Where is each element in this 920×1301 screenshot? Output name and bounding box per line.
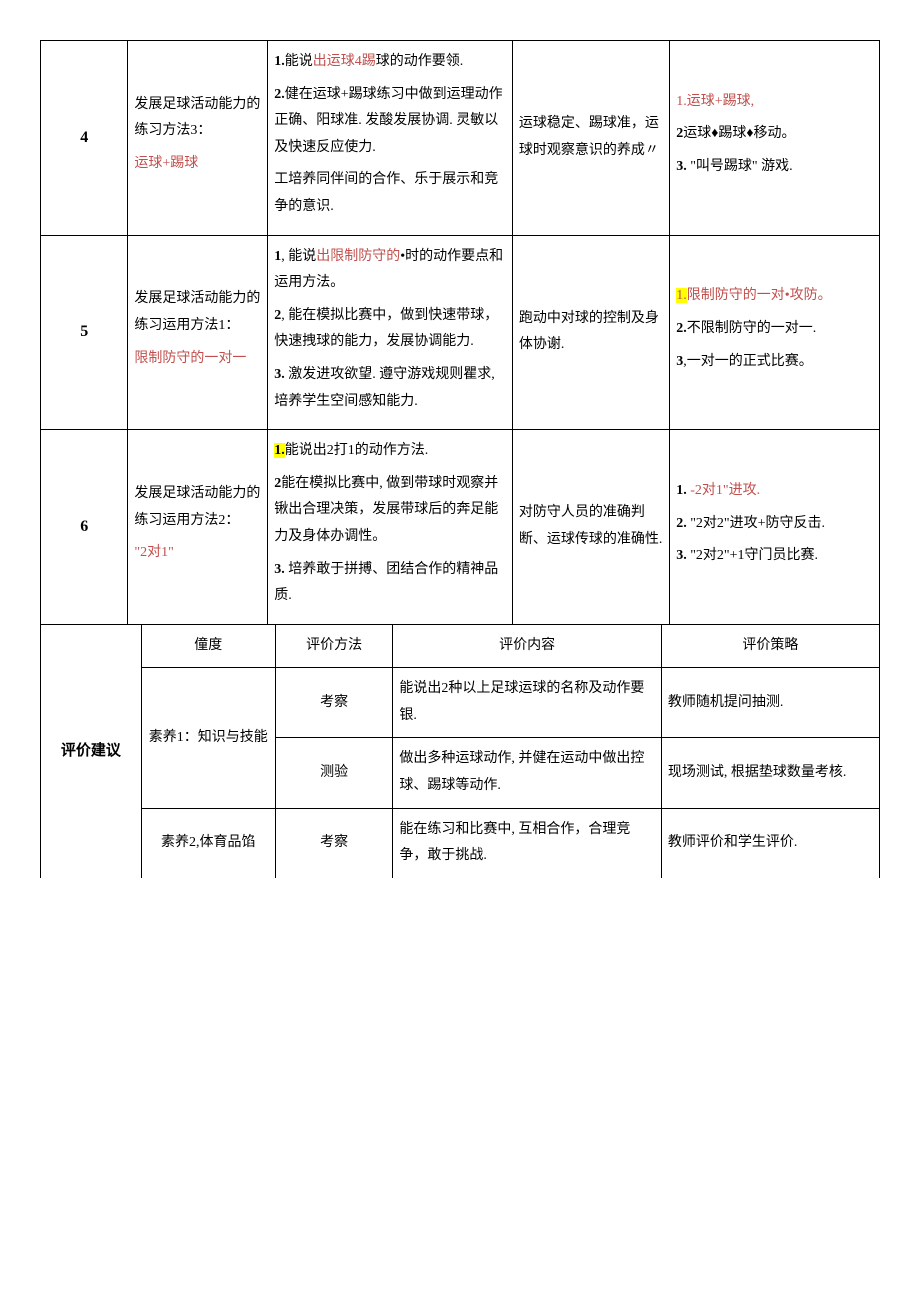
lesson-objectives: 1, 能说出限制防守的•时的动作要点和运用方法。 2, 能在模拟比赛中，做到快速…	[268, 235, 513, 430]
obj-text: , 能说	[281, 249, 316, 264]
eval-strategy: 教师评价和学生评价.	[661, 808, 879, 878]
topic-highlight: 限制防守的一对一	[134, 351, 246, 366]
eval-content: 能在练习和比赛中, 互相合作，合理竞争，敢于挑战.	[393, 808, 661, 878]
eval-hdr-method: 评价方法	[275, 625, 392, 668]
obj-text: 激发进攻欲望. 遵守游戏规则瞿求, 培养学生空间感知能力.	[274, 367, 495, 409]
method-num: 2.	[676, 321, 687, 336]
obj-highlight: 出限制防守的	[316, 249, 400, 264]
obj-highlight: 出运球4踢	[313, 54, 376, 69]
lesson-methods: 1.运球+踢球, 2运球♦踢球♦移动。 3. "叫号踢球" 游戏.	[670, 41, 880, 236]
obj-text: , 能在模拟比赛中，做到快速带球，快速拽球的能力，发展协调能力.	[274, 308, 498, 350]
lesson-objectives: 1.能说出运球4踢球的动作要领. 2.健在运球+踢球练习中做到运理动作正确、阳球…	[268, 41, 513, 236]
eval-header-row: 评价建议 僮度 评价方法 评价内容 评价策略	[41, 625, 880, 668]
lesson-number: 6	[41, 430, 128, 625]
table-row: 6 发展足球活动能力的练习运用方法2： "2对1" 1.能说出2打1的动作方法.…	[41, 430, 880, 625]
obj-num: 2.	[274, 87, 285, 102]
eval-strategy: 现场测试, 根据垫球数量考核.	[661, 738, 879, 808]
evaluation-table: 评价建议 僮度 评价方法 评价内容 评价策略 素养1：知识与技能 考察 能说出2…	[40, 625, 880, 878]
method-num: 1.	[676, 94, 687, 109]
method-text: 不限制防守的一对一.	[687, 321, 817, 336]
eval-hdr-dimension: 僮度	[141, 625, 275, 668]
obj-num: 3.	[274, 367, 285, 382]
obj-text: 能说	[285, 54, 313, 69]
eval-dimension: 素养1：知识与技能	[141, 668, 275, 808]
lesson-keypoint: 运球稳定、踢球准，运球时观察意识的养成〃	[512, 41, 669, 236]
obj-num: 1.	[274, 54, 285, 69]
method-highlight: -2对1"进攻.	[687, 483, 760, 498]
method-text: ,一对一的正式比赛。	[683, 354, 813, 369]
lesson-keypoint: 对防守人员的准确判断、运球传球的准确性.	[512, 430, 669, 625]
lesson-keypoint: 跑动中对球的控制及身体协谢.	[512, 235, 669, 430]
obj-num: 3.	[274, 562, 285, 577]
method-text: "2对2"进攻+防守反击.	[687, 516, 825, 531]
obj-text: 能说出2打1的动作方法.	[285, 443, 429, 458]
topic-highlight: 运球+踢球	[134, 156, 198, 171]
eval-content: 能说出2种以上足球运球的名称及动作要银.	[393, 668, 661, 738]
eval-row: 素养2,体育品馅 考察 能在练习和比赛中, 互相合作，合理竞争，敢于挑战. 教师…	[41, 808, 880, 878]
obj-text: 健在运球+踢球练习中做到运理动作正确、阳球准. 发酸发展协调. 灵敏以及快速反应…	[274, 87, 502, 155]
eval-dimension: 素养2,体育品馅	[141, 808, 275, 878]
eval-method: 考察	[275, 668, 392, 738]
obj-text: 培养敢于拼搏、团结合作的精神品质.	[274, 562, 498, 604]
method-text: 运球♦踢球♦移动。	[683, 126, 795, 141]
eval-method: 考察	[275, 808, 392, 878]
topic-text: 发展足球活动能力的练习运用方法1：	[134, 291, 260, 333]
lesson-objectives: 1.能说出2打1的动作方法. 2能在模拟比赛中, 做到带球时观察并锹出合理决策，…	[268, 430, 513, 625]
method-num: 1.	[676, 483, 687, 498]
lesson-topic: 发展足球活动能力的练习运用方法1： 限制防守的一对一	[128, 235, 268, 430]
topic-text: 发展足球活动能力的练习运用方法2：	[134, 486, 260, 528]
lesson-methods: 1. -2对1"进攻. 2. "2对2"进攻+防守反击. 3. "2对2"+1守…	[670, 430, 880, 625]
lesson-number: 5	[41, 235, 128, 430]
lesson-methods: 1.限制防守的一对•攻防。 2.不限制防守的一对一. 3,一对一的正式比赛。	[670, 235, 880, 430]
method-num: 3.	[676, 159, 687, 174]
eval-content: 做出多种运球动作, 并健在运动中做出控球、踢球等动作.	[393, 738, 661, 808]
method-text: "2对2"+1守门员比赛.	[687, 548, 818, 563]
obj-num: 1.	[274, 443, 285, 458]
method-num: 1.	[676, 288, 687, 303]
method-num: 2.	[676, 516, 687, 531]
eval-section-label: 评价建议	[41, 625, 142, 878]
eval-hdr-content: 评价内容	[393, 625, 661, 668]
table-row: 5 发展足球活动能力的练习运用方法1： 限制防守的一对一 1, 能说出限制防守的…	[41, 235, 880, 430]
topic-highlight: "2对1"	[134, 545, 173, 560]
eval-strategy: 教师随机提问抽测.	[661, 668, 879, 738]
eval-row: 素养1：知识与技能 考察 能说出2种以上足球运球的名称及动作要银. 教师随机提问…	[41, 668, 880, 738]
lesson-topic: 发展足球活动能力的练习方法3： 运球+踢球	[128, 41, 268, 236]
method-highlight: 限制防守的一对•攻防。	[687, 288, 832, 303]
topic-text: 发展足球活动能力的练习方法3：	[134, 97, 260, 139]
eval-method: 测验	[275, 738, 392, 808]
obj-text: 球的动作要领.	[376, 54, 464, 69]
table-row: 4 发展足球活动能力的练习方法3： 运球+踢球 1.能说出运球4踢球的动作要领.…	[41, 41, 880, 236]
eval-hdr-strategy: 评价策略	[661, 625, 879, 668]
obj-text: 能在模拟比赛中, 做到带球时观察并锹出合理决策，发展带球后的奔足能力及身体办调性…	[274, 476, 498, 544]
method-highlight: 运球+踢球,	[687, 94, 754, 109]
lesson-topic: 发展足球活动能力的练习运用方法2： "2对1"	[128, 430, 268, 625]
lesson-number: 4	[41, 41, 128, 236]
obj-text: 工培养同伴间的合作、乐于展示和竞争的意识.	[274, 167, 506, 220]
method-text: "叫号踢球" 游戏.	[687, 159, 793, 174]
lesson-plan-table: 4 发展足球活动能力的练习方法3： 运球+踢球 1.能说出运球4踢球的动作要领.…	[40, 40, 880, 625]
method-num: 3.	[676, 548, 687, 563]
